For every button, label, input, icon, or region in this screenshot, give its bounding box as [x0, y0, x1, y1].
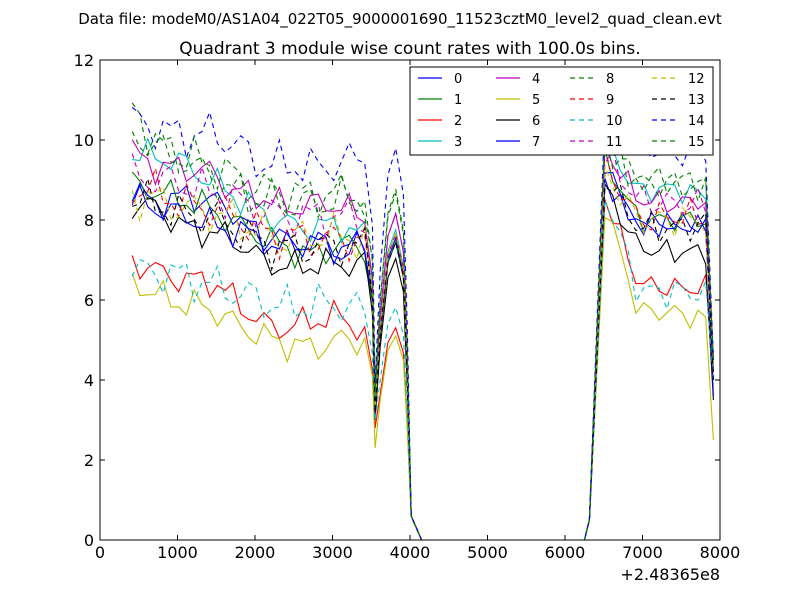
- series-line-2: [131, 199, 714, 541]
- x-tick-label: 8000: [700, 543, 741, 562]
- y-tick-label: 6: [84, 291, 94, 310]
- x-tick-label: 4000: [390, 543, 431, 562]
- series-line-3: [132, 137, 714, 541]
- y-tick-label: 2: [84, 451, 94, 470]
- series-line-5: [131, 216, 714, 541]
- x-tick-label: 6000: [545, 543, 586, 562]
- legend-label-12: 12: [688, 72, 705, 87]
- series-line-11: [131, 146, 714, 541]
- y-tick-label: 0: [84, 531, 94, 550]
- series-line-7: [131, 178, 714, 541]
- series-line-15: [131, 131, 714, 541]
- x-tick-label: 2000: [235, 543, 276, 562]
- y-tick-label: 12: [74, 51, 94, 70]
- legend-label-15: 15: [688, 135, 705, 150]
- legend-label-7: 7: [532, 135, 540, 150]
- legend-box: [409, 66, 714, 156]
- legend-label-8: 8: [606, 72, 614, 87]
- x-offset-label: +2.48365e8: [620, 565, 720, 584]
- legend-label-5: 5: [532, 93, 540, 108]
- series-line-0: [131, 171, 714, 541]
- series-line-12: [131, 166, 714, 541]
- legend-label-6: 6: [532, 114, 540, 129]
- series-line-13: [132, 176, 714, 541]
- series-line-14: [131, 106, 714, 541]
- y-tick-label: 10: [74, 131, 94, 150]
- legend-label-0: 0: [454, 72, 462, 87]
- series-line-6: [131, 182, 714, 541]
- axis-ticks: 0 1000 2000 3000 4000 5000 6000 7000 80000246810…: [74, 51, 741, 562]
- series-line-8: [131, 102, 714, 541]
- legend-label-11: 11: [606, 135, 623, 150]
- series-line-1: [131, 148, 714, 541]
- series-line-4: [131, 139, 714, 541]
- x-tick-label: 3000: [312, 543, 353, 562]
- chart-title: Quadrant 3 module wise count rates with …: [179, 39, 640, 59]
- legend-label-9: 9: [606, 93, 614, 108]
- legend-label-10: 10: [606, 114, 623, 129]
- x-tick-label: 7000: [622, 543, 663, 562]
- x-tick-label: 1000: [157, 543, 198, 562]
- series-lines: [131, 102, 714, 541]
- legend-label-14: 14: [688, 114, 705, 129]
- suptitle: Data file: modeM0/AS1A04_022T05_90000016…: [78, 10, 722, 29]
- series-line-9: [131, 147, 714, 541]
- y-tick-label: 4: [84, 371, 94, 390]
- legend-label-13: 13: [688, 93, 705, 108]
- legend-label-1: 1: [454, 93, 462, 108]
- y-tick-label: 8: [84, 211, 94, 230]
- legend-label-4: 4: [532, 72, 540, 87]
- x-tick-label: 5000: [467, 543, 508, 562]
- legend-label-2: 2: [454, 114, 462, 129]
- x-tick-label: 0: [95, 543, 105, 562]
- legend-label-3: 3: [454, 135, 462, 150]
